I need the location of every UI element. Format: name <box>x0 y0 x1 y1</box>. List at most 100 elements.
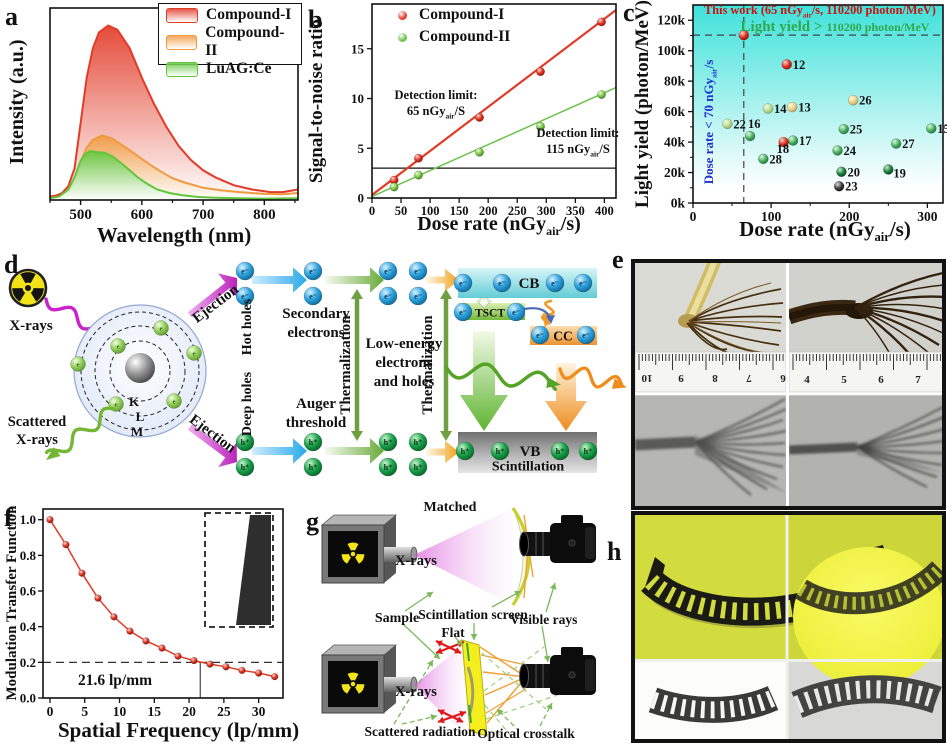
sphere <box>576 325 596 345</box>
y-tick-label: 0.0 <box>20 691 36 706</box>
panel-b-chart: 0 50 100 150 200 250 300 350 400 0 5 10 15 <box>351 3 617 218</box>
sphere <box>110 338 126 354</box>
camera-lens <box>519 663 529 689</box>
xray-branch <box>694 441 752 496</box>
annotation-sub: air <box>445 111 455 121</box>
sphere <box>126 627 134 635</box>
xray-branch <box>694 441 768 490</box>
panel-label-d: d <box>4 250 19 279</box>
arrowhead <box>454 647 461 654</box>
panel-a: 500 600 700 800 Intensity (a.u.) Wavelength… <box>0 0 320 255</box>
panel-b: 0 50 100 150 200 250 300 350 400 0 5 10 15 Signal-to… <box>300 0 630 260</box>
root-fiber <box>689 322 780 346</box>
point-label-15: 15 <box>937 122 947 136</box>
gradient-arrow <box>426 440 459 464</box>
dry-root-fiber <box>854 307 930 354</box>
sphere <box>62 541 70 549</box>
xray-branch <box>856 428 946 448</box>
sphere-glyph: e⁻ <box>459 308 467 317</box>
x-tick-label: 700 <box>192 207 215 223</box>
sphere <box>597 17 606 27</box>
arrowhead <box>611 378 627 389</box>
xlabel-text: /s) <box>560 213 581 235</box>
arrowhead <box>433 652 440 659</box>
ruler-number: 9 <box>678 372 684 384</box>
xray-branch <box>694 418 784 444</box>
y-tick-label: 0 <box>358 191 365 206</box>
dry-root-fiber <box>854 303 946 310</box>
sphere-glyph: h⁺ <box>584 447 593 456</box>
shell-l-label: L <box>136 409 145 424</box>
xray-source-top-face <box>320 644 398 656</box>
x-tick-label: 300 <box>917 209 938 224</box>
arrowhead <box>46 447 61 460</box>
root-fiber <box>688 315 783 322</box>
dry-root-fiber <box>854 271 944 310</box>
sphere-glyph: e <box>193 351 196 358</box>
root-fiber <box>688 288 782 322</box>
panel-c-chart: 0 100 200 300 0k 20k 40k 60k 80k 100k 120k 12 13 14 26… <box>657 4 947 224</box>
ruler-number: 7 <box>746 372 752 384</box>
panel-c: 0 100 200 300 0k 20k 40k 60k 80k 100k 120k 12 13 14 26… <box>620 0 947 262</box>
point-label-24: 24 <box>844 144 857 158</box>
sphere-glyph: e⁻ <box>536 331 544 340</box>
x-tick-label: 0 <box>47 704 54 719</box>
gradient-arrow <box>426 268 459 292</box>
sphere <box>778 136 789 148</box>
sphere <box>455 441 475 461</box>
sphere <box>174 652 182 660</box>
cb-to-tsct-arrow <box>476 297 492 309</box>
sphere-glyph: e <box>77 362 80 369</box>
xlabel-text: /s) <box>889 217 911 241</box>
y-tick-label: 15 <box>351 41 365 56</box>
label-text: Secondary <box>282 306 350 322</box>
x-tick-label: 50 <box>395 204 408 218</box>
tsct-label: TSCT <box>475 308 505 320</box>
x-tick-label: 500 <box>69 207 92 223</box>
y-tick-label: 120k <box>657 13 685 28</box>
scintillation-label: Scintillation <box>492 460 565 475</box>
y-tick-label: 0.2 <box>20 655 36 670</box>
legend-dot-compound1 <box>398 10 407 20</box>
sphere <box>378 261 398 281</box>
sphere <box>475 147 484 157</box>
sphere-glyph: h⁺ <box>384 463 393 472</box>
xlabel-text: Dose rate (nGy <box>739 217 875 241</box>
legend-swatch-compound2 <box>166 34 198 50</box>
annotation-sub: air <box>590 149 600 159</box>
orange-emission-arrow <box>545 363 587 431</box>
sphere-glyph: h⁺ <box>556 447 565 456</box>
radiation-blade <box>347 542 359 551</box>
xlabel-text: Dose rate (nGy <box>417 213 547 235</box>
panel-h <box>631 511 946 743</box>
sphere <box>78 569 86 577</box>
sphere <box>255 669 263 677</box>
camera-prism <box>561 515 583 525</box>
optical-crosstalk-label: Optical crosstalk <box>477 726 575 741</box>
radiation-blade <box>12 288 26 302</box>
detection-limit-annotation-2: Detection limit: 115 nGyair/S <box>528 126 628 159</box>
shell-m-label: M <box>131 424 143 439</box>
arrowhead <box>438 716 445 724</box>
arrowhead <box>497 709 504 716</box>
point-label-19: 19 <box>893 166 906 180</box>
sphere <box>836 166 847 178</box>
sphere <box>597 90 606 99</box>
low-energy-label: Low-energy electrons and holes <box>352 335 456 391</box>
sphere <box>303 432 323 452</box>
panel-f: 0 5 10 15 20 25 30 0.0 0.2 0.4 0.6 0.8 1.0 Modulatio… <box>0 495 320 745</box>
ruler-number: 7 <box>915 374 921 386</box>
radiation-blade <box>20 272 36 284</box>
point-label-17: 17 <box>799 134 812 148</box>
arrowhead <box>426 660 433 667</box>
visible-ray <box>484 676 527 696</box>
sphere-glyph: e⁻ <box>384 267 392 276</box>
panel-a-xlabel: Wavelength (nm) <box>96 223 252 247</box>
sphere <box>744 130 756 142</box>
xray-tube <box>384 677 414 692</box>
xlabel-sub: air <box>874 230 890 245</box>
xrays-label-top: X-rays <box>395 553 437 569</box>
root-fiber <box>688 322 756 352</box>
y-tick-label: 40k <box>664 135 686 150</box>
annotation-text: /s, 110200 photon/MeV) <box>811 3 936 17</box>
